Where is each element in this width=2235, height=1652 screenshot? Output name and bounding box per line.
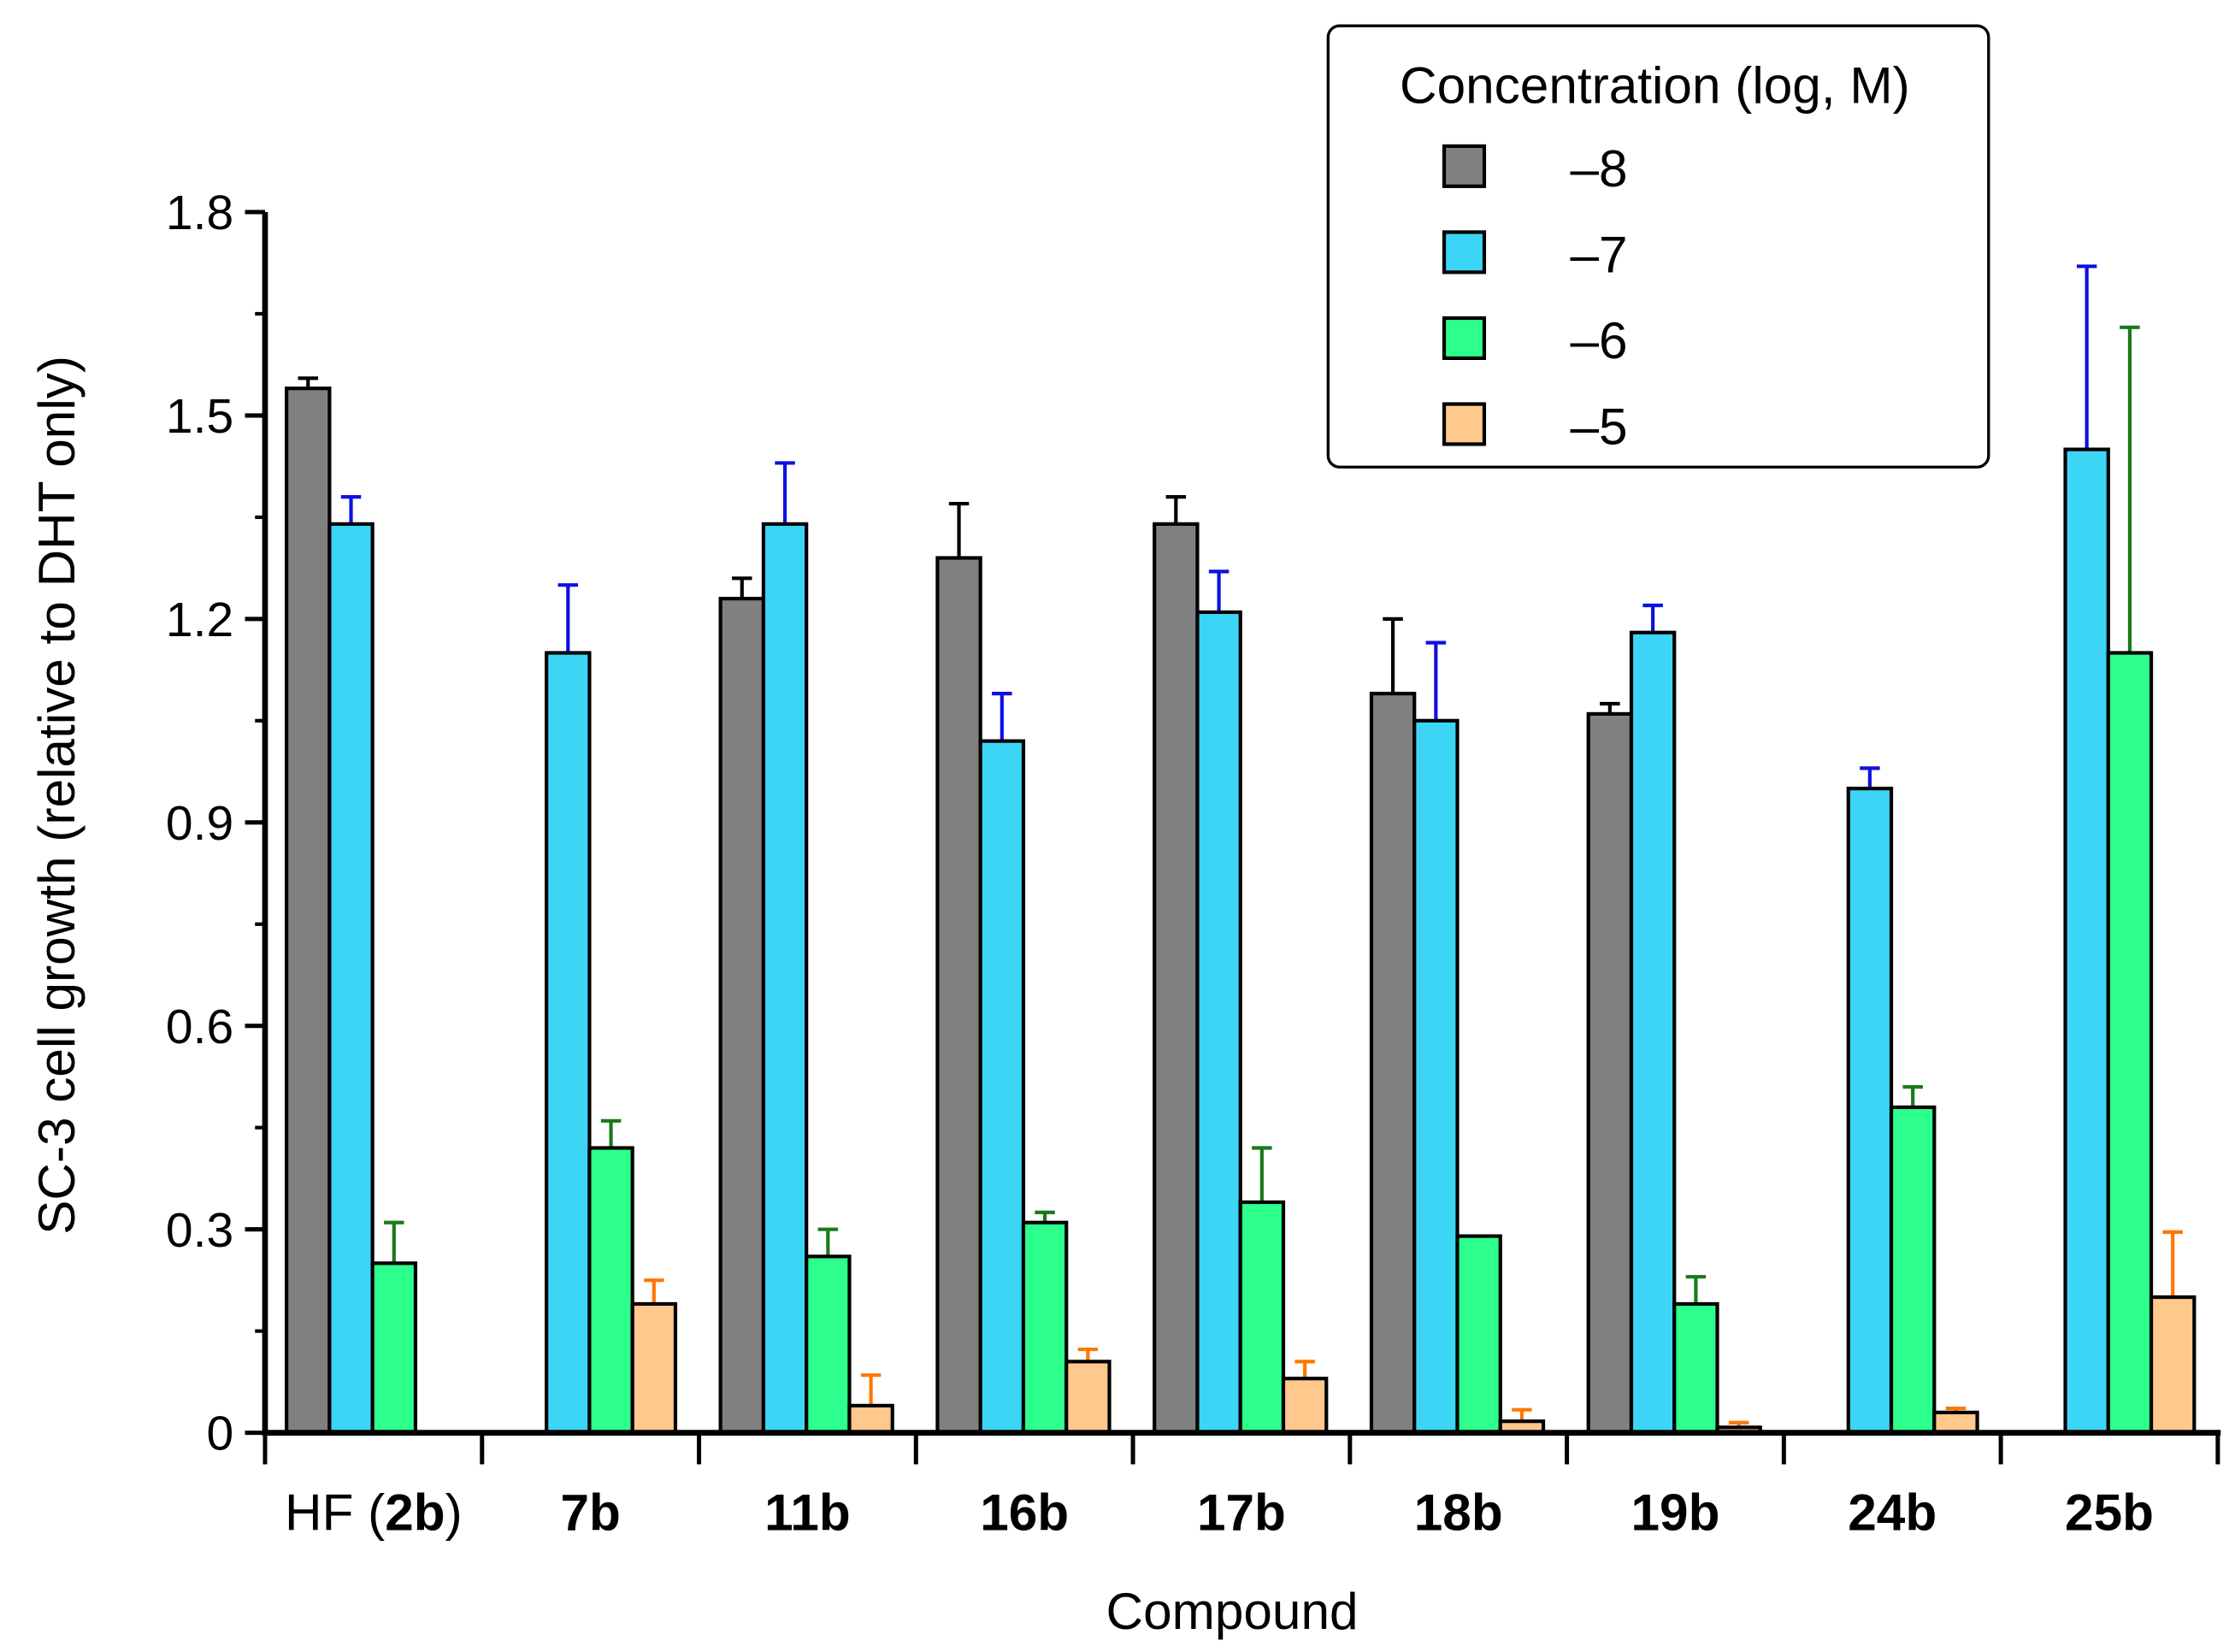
bar xyxy=(1932,1410,1979,1435)
bar xyxy=(761,522,809,1435)
x-axis-title: Compound xyxy=(1106,1582,1359,1640)
bar xyxy=(1889,1105,1937,1435)
legend-swatch xyxy=(1442,402,1487,446)
bar xyxy=(1064,1360,1112,1435)
bar xyxy=(545,651,592,1435)
legend-title: Concentration (log, M) xyxy=(1400,56,1910,115)
bar xyxy=(1281,1377,1329,1435)
x-tick-label: 25b xyxy=(2065,1484,2154,1542)
legend-box xyxy=(1326,24,1990,469)
bar xyxy=(370,1261,418,1435)
bar xyxy=(1369,692,1417,1435)
bar xyxy=(805,1254,852,1435)
legend-label: –8 xyxy=(1570,139,1627,198)
bar xyxy=(1153,522,1200,1435)
y-tick-label: 1.5 xyxy=(166,389,233,444)
x-tick-label: 11b xyxy=(764,1484,851,1542)
bar xyxy=(1672,1301,1719,1435)
bar xyxy=(1586,711,1634,1435)
legend-swatch xyxy=(1442,316,1487,361)
y-tick-label: 0.3 xyxy=(166,1203,233,1258)
x-tick-label: 24b xyxy=(1848,1484,1937,1542)
legend-label: –5 xyxy=(1570,397,1627,455)
bar xyxy=(2063,447,2110,1435)
bar xyxy=(630,1301,678,1435)
bar xyxy=(718,596,766,1435)
y-tick-label: 1.8 xyxy=(166,186,233,240)
bar xyxy=(1412,718,1460,1435)
y-tick-label: 0.9 xyxy=(166,796,233,851)
y-axis-title: SC-3 cell growth (relative to DHT only) xyxy=(27,356,86,1235)
y-tick-label: 0 xyxy=(206,1407,233,1461)
legend-swatch xyxy=(1442,230,1487,274)
bar xyxy=(1021,1220,1069,1435)
bar xyxy=(1629,630,1677,1435)
x-tick-label: 19b xyxy=(1631,1484,1720,1542)
legend-label: –6 xyxy=(1570,311,1627,369)
y-tick-label: 1.2 xyxy=(166,593,233,647)
bar xyxy=(1455,1234,1502,1435)
legend-label: –7 xyxy=(1570,225,1627,283)
x-tick-label: 16b xyxy=(980,1484,1069,1542)
bar xyxy=(935,556,982,1435)
x-tick-label: 17b xyxy=(1197,1484,1286,1542)
bar xyxy=(327,522,374,1435)
bar xyxy=(2106,651,2154,1435)
bar xyxy=(1195,610,1242,1435)
y-tick-label: 0.6 xyxy=(166,1000,233,1054)
legend-swatch xyxy=(1442,144,1487,188)
bar xyxy=(847,1403,894,1435)
bar xyxy=(978,739,1026,1435)
bar xyxy=(1238,1200,1286,1435)
x-tick-label: 18b xyxy=(1414,1484,1503,1542)
x-tick-label: 7b xyxy=(560,1484,620,1542)
bar xyxy=(1846,787,1894,1435)
bar xyxy=(587,1146,634,1435)
x-tick-label: HF (2b) xyxy=(285,1484,463,1542)
plot-area: 0 0.3 0.6 0.9 1.2 1.5 1.8 HF (2b) 7b 11b 16b 17b 18b… xyxy=(166,186,2221,1542)
bar xyxy=(285,386,332,1435)
bar xyxy=(2149,1295,2197,1435)
legend: Concentration (log, M) –8 –7 –6 –5 xyxy=(1326,24,1990,469)
